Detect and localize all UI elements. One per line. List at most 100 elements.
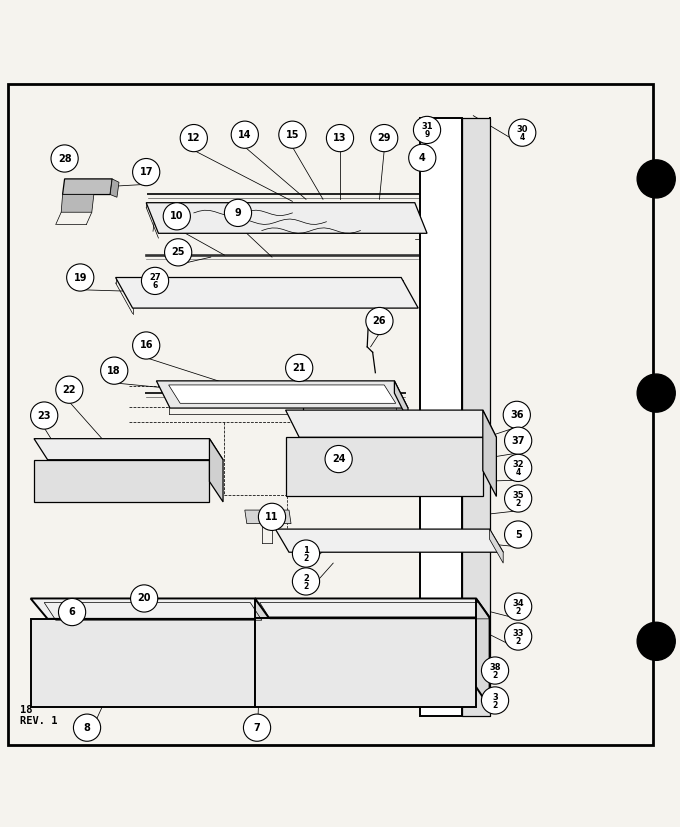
Polygon shape	[483, 410, 496, 496]
Text: 4: 4	[520, 133, 525, 142]
Text: 25: 25	[171, 247, 185, 257]
Polygon shape	[34, 460, 209, 502]
Circle shape	[503, 401, 530, 428]
Circle shape	[56, 376, 83, 404]
Circle shape	[31, 402, 58, 429]
Polygon shape	[255, 599, 272, 707]
Text: 18
REV. 1: 18 REV. 1	[20, 705, 58, 726]
Polygon shape	[255, 618, 476, 707]
Text: 2: 2	[492, 700, 498, 710]
Text: 21: 21	[292, 363, 306, 373]
Text: 36: 36	[510, 410, 524, 420]
Polygon shape	[420, 117, 462, 716]
Text: 8: 8	[84, 723, 90, 733]
Circle shape	[325, 446, 352, 473]
Circle shape	[505, 427, 532, 454]
Circle shape	[51, 145, 78, 172]
Text: 10: 10	[170, 212, 184, 222]
Text: 26: 26	[373, 316, 386, 326]
Text: 2: 2	[492, 671, 498, 680]
Circle shape	[258, 504, 286, 530]
Text: 2: 2	[303, 554, 309, 563]
Text: 4: 4	[419, 153, 426, 163]
Polygon shape	[63, 179, 112, 194]
Text: 2: 2	[303, 574, 309, 582]
Circle shape	[165, 239, 192, 266]
Text: 6: 6	[152, 281, 158, 290]
Text: 3: 3	[492, 692, 498, 701]
Circle shape	[292, 568, 320, 595]
Circle shape	[141, 267, 169, 294]
Text: 27: 27	[149, 273, 161, 282]
Polygon shape	[61, 194, 94, 213]
Circle shape	[243, 714, 271, 741]
Polygon shape	[169, 385, 396, 404]
Circle shape	[505, 485, 532, 512]
Text: 18: 18	[107, 366, 121, 375]
Circle shape	[413, 117, 441, 144]
Text: 37: 37	[511, 436, 525, 446]
Polygon shape	[110, 179, 119, 198]
Polygon shape	[156, 381, 408, 408]
Circle shape	[133, 159, 160, 186]
Circle shape	[481, 687, 509, 714]
Text: 11: 11	[265, 512, 279, 522]
Circle shape	[505, 521, 532, 548]
Polygon shape	[476, 599, 490, 707]
Text: 2: 2	[303, 581, 309, 590]
Text: 14: 14	[238, 130, 252, 140]
Circle shape	[371, 125, 398, 151]
Circle shape	[224, 199, 252, 227]
Polygon shape	[31, 619, 255, 707]
Polygon shape	[255, 599, 490, 618]
Text: 32: 32	[512, 460, 524, 469]
Text: 12: 12	[187, 133, 201, 143]
Text: 4: 4	[515, 468, 521, 477]
Text: 31: 31	[421, 122, 433, 131]
Circle shape	[366, 308, 393, 335]
Text: 2: 2	[515, 499, 521, 508]
Circle shape	[286, 354, 313, 381]
Text: 30: 30	[517, 125, 528, 134]
Text: 33: 33	[513, 629, 524, 638]
Text: 24: 24	[332, 454, 345, 464]
Text: 9: 9	[235, 208, 241, 218]
Circle shape	[73, 714, 101, 741]
Text: 28: 28	[58, 154, 71, 164]
Circle shape	[637, 160, 675, 198]
Text: 7: 7	[254, 723, 260, 733]
Text: 23: 23	[37, 410, 51, 421]
Circle shape	[133, 332, 160, 359]
Circle shape	[409, 144, 436, 171]
Circle shape	[231, 121, 258, 148]
Text: 15: 15	[286, 130, 299, 140]
Text: 35: 35	[512, 490, 524, 500]
Text: 5: 5	[515, 529, 522, 539]
Polygon shape	[116, 278, 418, 308]
Circle shape	[180, 125, 207, 151]
Circle shape	[326, 125, 354, 151]
Polygon shape	[209, 438, 223, 502]
Circle shape	[163, 203, 190, 230]
Polygon shape	[286, 437, 483, 496]
Text: 29: 29	[377, 133, 391, 143]
Polygon shape	[245, 510, 291, 523]
Text: 22: 22	[63, 385, 76, 394]
Text: 2: 2	[515, 637, 521, 646]
Circle shape	[131, 585, 158, 612]
Text: 6: 6	[69, 607, 75, 617]
Text: 19: 19	[73, 273, 87, 283]
Polygon shape	[462, 117, 490, 716]
Text: 20: 20	[137, 594, 151, 604]
Polygon shape	[31, 599, 272, 619]
Text: 9: 9	[424, 130, 430, 139]
Polygon shape	[286, 410, 496, 437]
Circle shape	[67, 264, 94, 291]
Circle shape	[637, 374, 675, 412]
Polygon shape	[394, 381, 408, 420]
Polygon shape	[146, 203, 427, 233]
Circle shape	[481, 657, 509, 684]
Text: 17: 17	[139, 167, 153, 177]
Circle shape	[101, 357, 128, 385]
Text: 34: 34	[512, 599, 524, 608]
